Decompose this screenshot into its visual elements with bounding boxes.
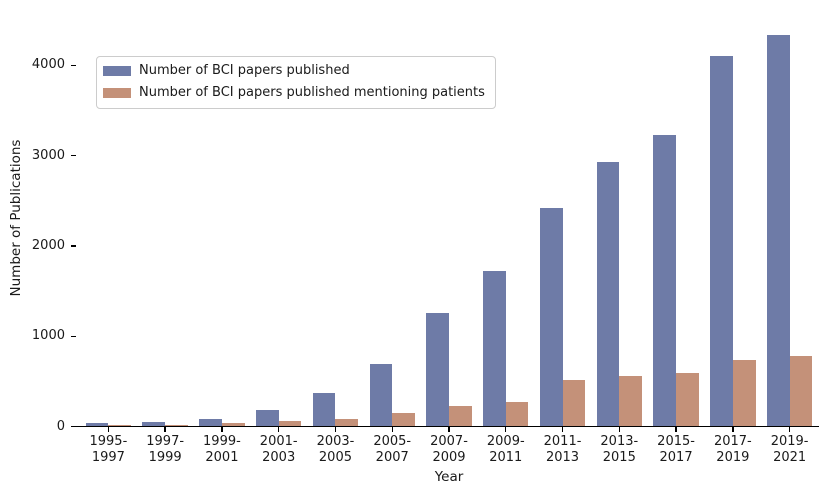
x-tick-mark	[788, 427, 791, 432]
x-tick-label: 2007- 2009	[414, 434, 484, 465]
bar-papers-published	[653, 134, 677, 427]
x-tick-label-line1: 2005-	[373, 434, 412, 449]
y-tick-label: 1000	[31, 328, 65, 344]
x-tick-label-line1: 2017-	[713, 434, 752, 449]
legend-color-swatch	[103, 66, 131, 76]
y-tick-mark	[71, 335, 76, 337]
y-tick-mark	[71, 245, 76, 247]
x-tick-label-line2: 1999	[148, 449, 182, 465]
x-tick-mark	[732, 427, 734, 432]
bar-papers-mentioning-patients	[335, 419, 359, 427]
x-tick-label: 1995- 1997	[73, 434, 143, 465]
x-tick-label-line1: 2003-	[316, 434, 355, 449]
x-tick-mark	[164, 427, 166, 432]
bar-papers-published	[596, 161, 620, 427]
x-tick-mark	[334, 427, 337, 432]
x-tick-mark	[448, 427, 450, 432]
x-tick-label-line1: 1997-	[146, 434, 185, 449]
bar-papers-published	[483, 271, 506, 427]
x-tick-label: 2009- 2011	[471, 434, 541, 465]
x-tick-label-line1: 2011-	[543, 434, 582, 449]
y-tick-label: 2000	[31, 237, 65, 253]
bar-papers-mentioning-patients	[619, 375, 642, 427]
bar-papers-published	[255, 409, 279, 427]
bar-papers-mentioning-patients	[221, 423, 245, 427]
bar-papers-mentioning-patients	[562, 379, 586, 427]
x-tick-label-line1: 2013-	[600, 434, 639, 449]
x-tick-label-line1: 1995-	[89, 434, 128, 449]
y-tick-label: 3000	[31, 147, 65, 163]
x-tick-label-line2: 2013	[545, 449, 580, 465]
bar-papers-mentioning-patients	[732, 360, 756, 427]
bar-papers-published	[199, 419, 222, 427]
x-tick-label-line1: 2019-	[770, 434, 809, 449]
x-tick-label-line2: 2001	[205, 449, 239, 465]
x-tick-mark	[675, 427, 677, 432]
bar-papers-mentioning-patients	[676, 372, 699, 427]
bar-papers-mentioning-patients	[108, 424, 132, 427]
bar-papers-published	[142, 421, 166, 427]
x-tick-mark	[277, 427, 280, 432]
x-tick-label: 2015- 2017	[641, 434, 711, 465]
x-tick-label-line2: 2015	[602, 449, 636, 465]
x-tick-label-line1: 2009-	[486, 434, 525, 449]
bar-papers-published	[369, 364, 393, 427]
legend-item: Number of BCI papers published	[103, 62, 485, 80]
x-tick-label: 2013- 2015	[584, 434, 654, 465]
x-tick-label: 2019- 2021	[755, 434, 825, 465]
bar-papers-published	[539, 208, 563, 427]
y-tick-label: 4000	[31, 57, 65, 73]
legend-label: Number of BCI papers published	[139, 63, 350, 78]
x-tick-label-line2: 2021	[773, 449, 807, 465]
x-tick-label: 2017- 2019	[698, 434, 768, 465]
bar-papers-mentioning-patients	[449, 406, 472, 427]
bar-papers-mentioning-patients	[505, 401, 529, 427]
x-tick-label: 2003- 2005	[300, 434, 370, 465]
x-tick-label: 1999- 2001	[187, 434, 257, 465]
legend-color-swatch	[103, 88, 131, 98]
y-tick-mark	[71, 154, 76, 157]
x-tick-label-line2: 2017	[659, 449, 693, 465]
bar-papers-published	[312, 393, 336, 427]
x-tick-label: 2005- 2007	[357, 434, 427, 465]
y-tick-mark	[71, 64, 76, 67]
bar-papers-mentioning-patients	[165, 424, 188, 427]
y-tick-label: 0	[56, 418, 65, 434]
y-tick-mark	[71, 425, 76, 428]
bar-papers-published	[766, 34, 790, 427]
x-tick-label-line2: 2019	[716, 449, 750, 465]
x-tick-label-line2: 2005	[318, 449, 352, 465]
legend: Number of BCI papers published Number of …	[96, 56, 496, 109]
x-tick-mark	[221, 427, 223, 432]
x-tick-label: 2011- 2013	[528, 434, 598, 465]
bar-papers-mentioning-patients	[392, 413, 415, 427]
x-tick-label-line2: 2011	[489, 449, 523, 465]
x-tick-mark	[107, 427, 110, 432]
x-tick-label-line2: 2003	[262, 449, 296, 465]
x-tick-label: 2001- 2003	[244, 434, 314, 465]
x-tick-label-line2: 2007	[375, 449, 409, 465]
x-tick-label: 1997- 1999	[130, 434, 200, 465]
x-tick-label-line1: 2007-	[430, 434, 468, 449]
bar-papers-published	[426, 312, 449, 427]
x-tick-mark	[505, 427, 507, 432]
x-tick-label-line1: 2001-	[259, 434, 298, 449]
x-tick-mark	[561, 427, 564, 432]
x-tick-mark	[618, 427, 620, 432]
x-tick-mark	[391, 427, 393, 432]
x-tick-label-line2: 1997	[91, 449, 125, 465]
x-axis-line	[76, 425, 819, 428]
bar-papers-mentioning-patients	[789, 355, 813, 427]
x-tick-label-line1: 1999-	[203, 434, 241, 449]
bar-papers-mentioning-patients	[278, 421, 302, 427]
legend-item: Number of BCI papers published mentionin…	[103, 84, 485, 102]
bar-papers-published	[85, 422, 109, 427]
x-axis-label: Year	[434, 469, 464, 485]
x-tick-label-line2: 2009	[432, 449, 466, 465]
bar-papers-published	[710, 56, 733, 427]
x-tick-label-line1: 2015-	[657, 434, 695, 449]
legend-label: Number of BCI papers published mentionin…	[139, 85, 485, 100]
